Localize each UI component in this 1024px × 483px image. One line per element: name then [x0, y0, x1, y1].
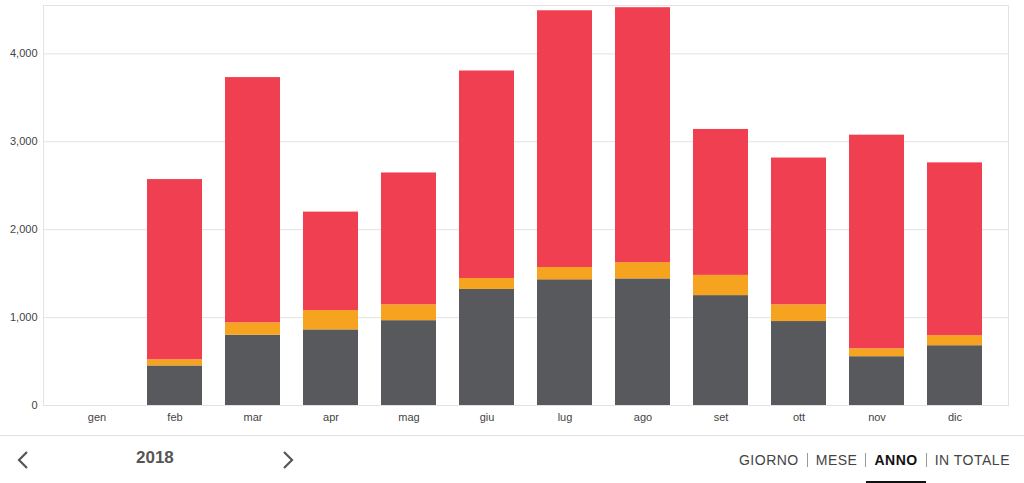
svg-text:dic: dic: [948, 411, 963, 423]
svg-text:nov: nov: [868, 411, 886, 423]
html-text:2018: 2018: [136, 448, 174, 467]
svg-text:feb: feb: [167, 411, 182, 423]
svg-text:4,000: 4,000: [10, 47, 38, 59]
svg-text:2,000: 2,000: [10, 223, 38, 235]
svg-text:lug: lug: [558, 411, 573, 423]
html-text:MESE: MESE: [815, 451, 858, 468]
svg-text:gen: gen: [88, 411, 106, 423]
svg-text:mag: mag: [398, 411, 419, 423]
html-text:GIORNO: GIORNO: [739, 451, 799, 468]
svg-text:ott: ott: [793, 411, 805, 423]
svg-text:0: 0: [31, 399, 37, 411]
svg-text:giu: giu: [480, 411, 495, 423]
svg-text:ago: ago: [634, 411, 652, 423]
svg-text:1,000: 1,000: [10, 311, 38, 323]
svg-text:mar: mar: [244, 411, 263, 423]
html-text:ANNO: ANNO: [874, 451, 918, 468]
svg-text:set: set: [714, 411, 729, 423]
html-text:IN TOTALE: IN TOTALE: [934, 451, 1010, 468]
svg-text:apr: apr: [323, 411, 339, 423]
svg-text:3,000: 3,000: [10, 135, 38, 147]
